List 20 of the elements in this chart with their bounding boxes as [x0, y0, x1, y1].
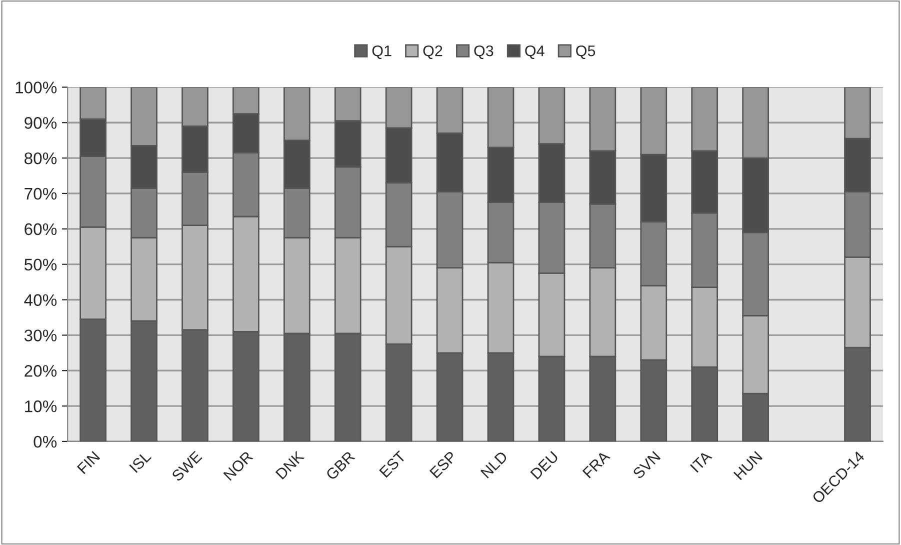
x-tick-label: FIN [76, 451, 100, 474]
legend-label: Q1 [372, 45, 392, 59]
legend-label: Q4 [525, 45, 544, 59]
y-tick-label: 40% [24, 294, 57, 306]
legend-label: Q5 [576, 45, 596, 59]
y-tick-label: 10% [25, 400, 57, 412]
legend-label: Q3 [474, 45, 494, 59]
y-tick-label: 60% [24, 223, 57, 236]
x-tick-label: FRA [582, 450, 610, 478]
y-tick-label: 20% [24, 365, 57, 377]
legend-label: Q2 [423, 45, 442, 59]
y-tick-label: 100% [16, 82, 57, 94]
y-tick-label: 30% [24, 330, 57, 342]
x-tick-label: ISL [129, 450, 152, 473]
y-tick-label: 0% [34, 436, 57, 448]
x-tick-label: ITA [690, 450, 712, 473]
y-tick-label: 70% [24, 188, 57, 200]
y-tick-label: 90% [24, 117, 57, 129]
y-tick-label: 50% [24, 258, 57, 271]
y-tick-label: 80% [24, 152, 57, 164]
